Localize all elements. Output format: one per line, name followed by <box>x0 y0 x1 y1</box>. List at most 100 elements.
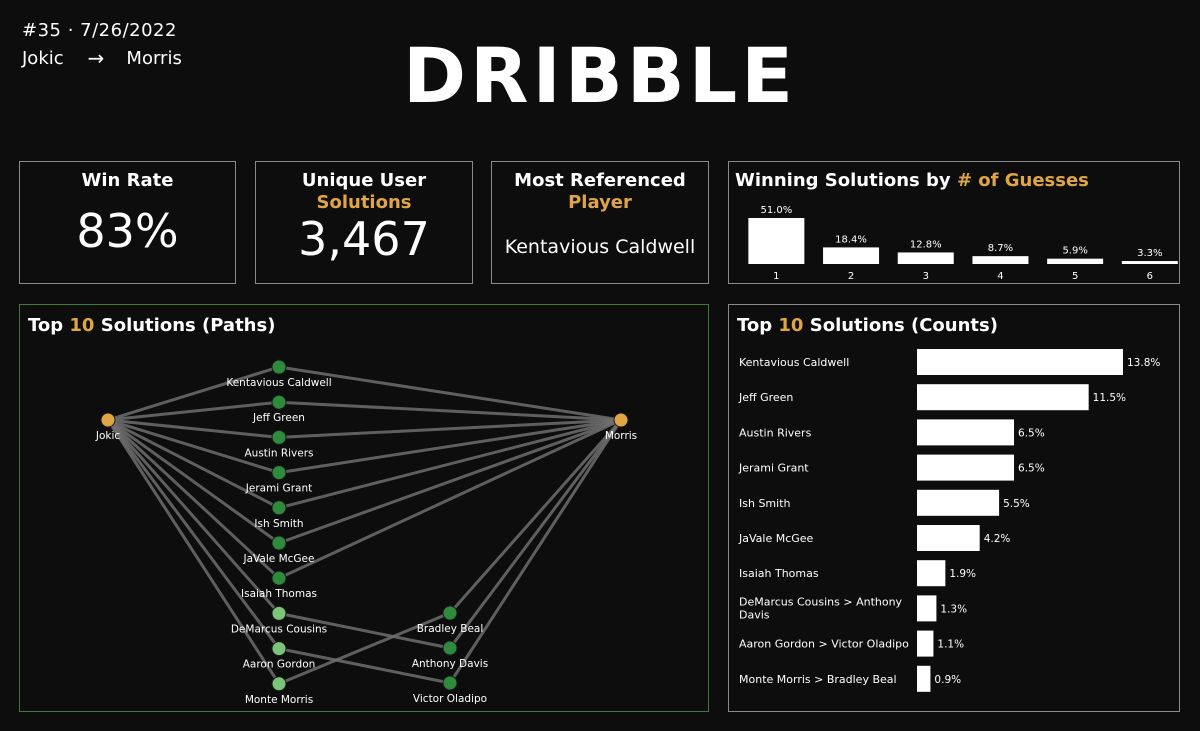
path-edge <box>277 365 623 422</box>
path-edge <box>277 418 623 510</box>
counts-category-label: Isaiah Thomas <box>739 567 819 580</box>
counts-bar <box>917 665 931 692</box>
counts-category-label: JaVale McGee <box>738 532 814 545</box>
most-ref-label-line1: Most Referenced <box>514 170 686 191</box>
path-edge <box>277 400 623 422</box>
counts-title-suffix: Solutions (Counts) <box>803 315 998 336</box>
path-edge <box>448 418 623 615</box>
network-node-label: Aaron Gordon <box>243 659 316 671</box>
page-title: DRIBBLE <box>402 31 798 120</box>
path-edges <box>106 365 623 686</box>
counts-bar <box>917 630 934 657</box>
path-edge <box>106 400 281 422</box>
guess-value-label: 12.8% <box>910 239 942 250</box>
counts-bar <box>917 454 1015 481</box>
counts-category-label: Monte Morris > Bradley Beal <box>739 673 897 686</box>
paths-network: Jokic Morris Kentavious Caldwell Jeff Green… <box>95 359 637 706</box>
network-node <box>100 412 116 428</box>
paths-title-prefix: Top <box>28 315 70 336</box>
network-node-label: Anthony Davis <box>412 658 488 670</box>
path-edge <box>106 418 281 439</box>
win-rate-value: 83% <box>76 204 179 258</box>
counts-category-label: DeMarcus Cousins > Anthony Davis <box>739 595 903 621</box>
network-node <box>271 570 287 586</box>
unique-solutions-card: Unique User Solutions 3,467 <box>255 161 473 284</box>
counts-value-label: 11.5% <box>1093 392 1126 404</box>
guesses-bar-chart: 51.0% 1 18.4% 2 12.8% 3 8.7% 4 5.9% 5 3.3% 6 <box>748 205 1178 282</box>
counts-bar <box>917 489 1000 516</box>
guess-value-label: 8.7% <box>988 243 1013 254</box>
network-node-label: Morris <box>605 430 637 442</box>
network-node-label: Jokic <box>95 430 121 442</box>
network-node-label: Bradley Beal <box>417 623 484 635</box>
unique-label-line1: Unique User <box>301 170 427 191</box>
counts-value-label: 1.3% <box>940 603 967 615</box>
network-node <box>271 605 287 621</box>
path-edge <box>277 647 452 685</box>
counts-category-label: Aaron Gordon > Victor Oladipo <box>739 638 909 651</box>
counts-bar <box>917 595 937 622</box>
path-edge <box>106 418 281 686</box>
path-edge <box>277 418 623 439</box>
network-node-label: Jeff Green <box>252 412 305 424</box>
counts-value-label: 1.9% <box>949 568 976 580</box>
guess-bar-5 <box>1047 258 1104 264</box>
counts-value-label: 6.5% <box>1018 463 1045 475</box>
network-node <box>271 500 287 516</box>
network-node-label: Ish Smith <box>254 518 303 530</box>
most-referenced-card: Most Referenced Player Kentavious Caldwe… <box>491 161 709 284</box>
win-rate-card: Win Rate 83% <box>19 161 236 284</box>
counts-category-label: Jeff Green <box>738 391 793 404</box>
counts-category-label: Jerami Grant <box>738 462 809 475</box>
network-node <box>442 675 458 691</box>
counts-category-label: Austin Rivers <box>739 426 812 439</box>
network-node <box>271 465 287 481</box>
guess-value-label: 5.9% <box>1062 246 1087 257</box>
most-ref-label-line2: Player <box>568 192 632 213</box>
guess-value-label: 18.4% <box>835 234 867 245</box>
guess-bar-2 <box>823 247 880 264</box>
path-edge <box>106 418 281 651</box>
counts-value-label: 0.9% <box>934 674 961 686</box>
path-edge <box>448 418 623 650</box>
network-node <box>271 429 287 445</box>
counts-title-prefix: Top <box>737 315 779 336</box>
network-node <box>613 412 629 428</box>
guess-bar-1 <box>748 218 805 264</box>
paths-title-highlight: 10 <box>69 315 95 336</box>
network-node-label: JaVale McGee <box>243 553 315 565</box>
path-edge <box>106 418 281 475</box>
path-edge <box>106 418 281 615</box>
network-node <box>442 605 458 621</box>
network-node <box>271 535 287 551</box>
network-node-label: Jerami Grant <box>245 483 312 495</box>
network-node-label: Kentavious Caldwell <box>226 377 331 389</box>
counts-chart-card: Top 10 Solutions (Counts) Kentavious Cal… <box>728 304 1180 712</box>
paths-network-card: Top 10 Solutions (Paths) Jokic Morris Kent… <box>19 304 709 712</box>
guesses-title-highlight: # of Guesses <box>956 170 1089 191</box>
guess-category-label: 2 <box>848 271 854 282</box>
from-player: Jokic <box>22 47 64 69</box>
path-edge <box>448 418 623 685</box>
guess-bar-4 <box>972 256 1029 264</box>
path-edge <box>106 365 281 422</box>
counts-title-highlight: 10 <box>778 315 804 336</box>
unique-solutions-value: 3,467 <box>298 212 430 266</box>
path-edge <box>277 611 452 650</box>
counts-value-label: 5.5% <box>1003 498 1030 510</box>
guess-category-label: 4 <box>997 271 1003 282</box>
guess-value-label: 51.0% <box>760 205 792 216</box>
path-edge <box>106 418 281 510</box>
network-node-label: Victor Oladipo <box>413 693 487 705</box>
path-edge <box>106 418 281 545</box>
route: Jokic → Morris <box>22 46 182 70</box>
game-number-date: #35 · 7/26/2022 <box>22 20 177 41</box>
counts-category-label: Kentavious Caldwell <box>739 356 849 369</box>
counts-value-label: 13.8% <box>1127 357 1160 369</box>
arrow-icon: → <box>87 46 105 70</box>
counts-value-label: 6.5% <box>1018 427 1045 439</box>
path-edge <box>277 418 623 545</box>
counts-category-label: Ish Smith <box>739 497 791 510</box>
win-rate-label: Win Rate <box>81 170 174 191</box>
to-player: Morris <box>126 47 182 69</box>
